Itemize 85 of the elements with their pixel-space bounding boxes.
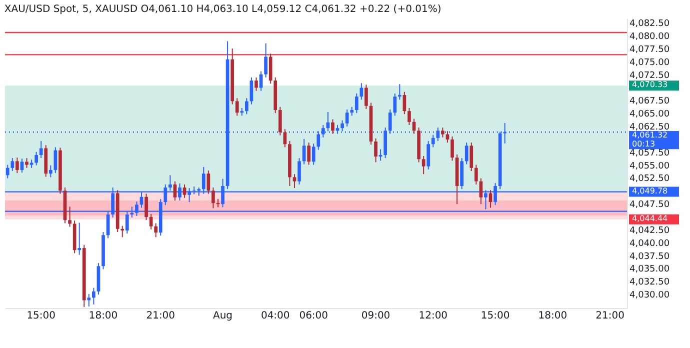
candlestick <box>39 140 43 159</box>
x-tick-label: 21:00 <box>146 310 176 322</box>
candlestick <box>16 157 19 174</box>
candlestick <box>20 158 24 174</box>
candlestick <box>283 128 287 148</box>
candlestick <box>25 158 28 168</box>
x-tick-label: 06:00 <box>299 310 328 322</box>
candlestick <box>331 118 334 134</box>
candlestick <box>6 164 10 179</box>
candlestick <box>436 127 440 142</box>
candlestick <box>120 225 124 238</box>
candlestick <box>10 158 14 172</box>
y-tick-label: 4,042.50 <box>630 226 670 236</box>
candlestick <box>212 187 215 209</box>
candlestick <box>264 42 268 78</box>
y-tick-label: 4,052.50 <box>630 174 670 184</box>
candlestick <box>278 106 282 136</box>
x-tick-label: 21:00 <box>596 310 624 322</box>
candlestick <box>398 84 402 100</box>
candlestick <box>488 190 492 208</box>
candlestick <box>393 92 397 116</box>
ref-line-label: 4,049.78 <box>632 186 668 196</box>
y-tick-label: 4,067.50 <box>630 96 670 107</box>
candlestick <box>426 140 430 170</box>
candlestick <box>87 294 91 307</box>
y-tick-label: 4,077.50 <box>630 45 670 55</box>
candlestick <box>298 158 301 185</box>
candlestick <box>441 127 444 138</box>
candlestick <box>92 287 96 305</box>
y-tick-label: 4,047.50 <box>630 200 670 210</box>
candlestick <box>78 222 82 256</box>
x-tick-label: 15:00 <box>480 310 510 322</box>
y-tick-label: 4,082.50 <box>630 19 670 30</box>
candlestick <box>149 213 153 230</box>
y-tick-label: 4,055.00 <box>630 161 670 172</box>
candlestick <box>173 180 177 201</box>
candlestick <box>364 84 368 110</box>
candlestick <box>312 143 316 166</box>
candlestick <box>144 193 148 221</box>
candlestick <box>292 174 296 189</box>
candlestick <box>268 53 272 84</box>
candlestick <box>68 206 72 228</box>
x-tick-label: Aug <box>213 310 233 322</box>
y-tick-label: 4,062.50 <box>630 122 670 133</box>
y-tick-label: 4,037.50 <box>630 252 670 262</box>
ref-line-label: 4,061.32 00:13 <box>632 130 668 148</box>
candlestick <box>474 164 478 185</box>
candlestick <box>182 184 186 198</box>
y-tick-label: 4,030.00 <box>630 290 670 301</box>
candlestick <box>464 142 468 165</box>
candlestick <box>235 98 239 116</box>
candlestick <box>345 108 349 128</box>
y-tick-label: 4,035.00 <box>630 264 670 275</box>
chart-title: XAU/USD Spot, 5, XAUUSD O4,061.10 H4,063.10 L4,059.12 C4,061.32 +0.22 (+0.01%) <box>4 4 442 15</box>
y-tick-label: 4,065.00 <box>630 110 670 120</box>
y-tick-label: 4,080.00 <box>630 32 670 42</box>
candlestick <box>154 222 158 238</box>
candlestick <box>422 156 426 175</box>
x-tick-label: 18:00 <box>88 310 118 322</box>
y-tick-label: 4,032.50 <box>630 278 670 288</box>
candlestick <box>48 164 52 178</box>
candlestick <box>340 120 344 132</box>
x-tick-label: 09:00 <box>361 310 390 322</box>
y-tick-label: 4,072.50 <box>630 70 670 81</box>
candlestick <box>245 98 248 115</box>
candlestick <box>307 142 310 166</box>
x-tick-label: 04:00 <box>260 310 290 322</box>
candlestick <box>259 70 263 92</box>
candlestick <box>354 92 358 114</box>
candlestick <box>408 107 411 126</box>
candlestick <box>470 142 474 172</box>
x-tick-label: 18:00 <box>538 310 568 322</box>
candlestick <box>360 82 364 100</box>
y-tick-label: 4,075.00 <box>630 58 670 68</box>
candlestick <box>450 136 454 162</box>
x-tick-label: 15:00 <box>26 310 56 322</box>
x-tick-label: 12:00 <box>418 310 448 322</box>
band-label: 4,070.33 <box>632 80 668 90</box>
candlestick <box>374 138 378 163</box>
y-tick-label: 4,057.50 <box>630 148 670 158</box>
candlestick <box>431 134 435 148</box>
candlestick <box>34 151 38 166</box>
candlestick <box>254 76 258 92</box>
band-label: 4,044.44 <box>632 214 668 223</box>
y-tick-label: 4,040.00 <box>630 238 670 249</box>
